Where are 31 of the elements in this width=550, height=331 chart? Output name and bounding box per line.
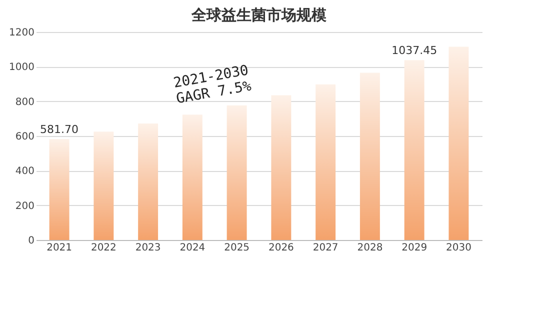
x-tick-label: 2023 [135,242,161,254]
chart-title: 全球益生菌市场规模 [190,6,328,24]
bar [404,60,424,240]
y-tick-label: 1200 [9,28,34,38]
bar [138,124,158,240]
y-tick-label: 0 [28,236,34,246]
bar [49,139,70,240]
bar [448,46,469,240]
x-tick-label: 2027 [312,242,338,254]
bar [271,95,292,240]
bar [360,72,380,240]
x-tick-label: 2026 [268,242,294,254]
annotation: 2021-2030 GAGR 7.5% [172,62,254,108]
y-tick-label: 400 [15,166,34,178]
x-tick-label: 2022 [90,242,116,254]
bar [226,105,247,240]
x-tick-label: 2028 [357,242,383,254]
x-tick-label: 2025 [224,242,250,254]
bar [316,84,336,240]
y-tick-label: 800 [15,96,34,108]
y-tick-label: 1000 [9,62,34,74]
data-label: 1037.45 [392,44,438,58]
x-tick-label: 2024 [180,242,206,254]
bar [182,114,202,240]
y-tick-label: 600 [15,132,34,142]
bar [94,132,114,240]
x-tick-label: 2029 [402,242,428,254]
x-tick-label: 2030 [446,242,472,254]
x-tick-label: 2021 [46,242,72,254]
y-tick-label: 200 [15,200,34,212]
data-label: 581.70 [40,123,79,136]
